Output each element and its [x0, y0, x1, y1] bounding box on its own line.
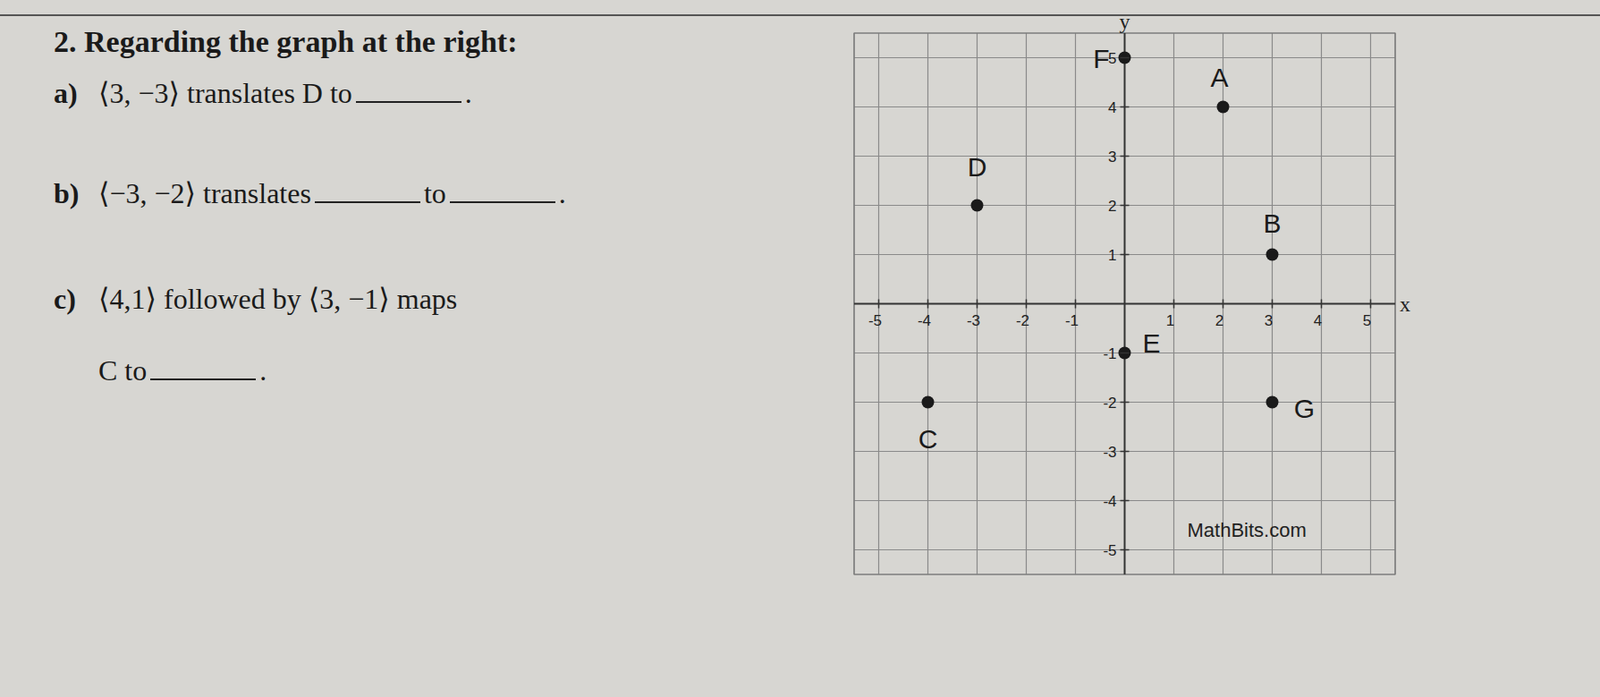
svg-text:4: 4 [1108, 99, 1117, 117]
svg-text:2: 2 [1215, 312, 1224, 330]
svg-text:E: E [1142, 328, 1160, 358]
svg-text:-1: -1 [1065, 312, 1079, 330]
svg-text:y: y [1119, 9, 1131, 34]
svg-text:5: 5 [1108, 50, 1117, 68]
svg-text:-2: -2 [1015, 312, 1030, 330]
svg-text:5: 5 [1362, 312, 1372, 330]
svg-text:1: 1 [1166, 312, 1175, 330]
svg-text:-2: -2 [1102, 394, 1117, 412]
html-text:C to: C to [98, 354, 147, 387]
html-text:2. Regarding the graph at the: 2. Regarding the graph at the right: [53, 25, 518, 59]
svg-text:-3: -3 [966, 312, 981, 330]
html-text:⟨−3, −2⟩ translates: ⟨−3, −2⟩ translates [98, 177, 312, 210]
svg-text:4: 4 [1313, 312, 1322, 330]
svg-text:x: x [1399, 292, 1411, 316]
html-text:⟨3, −3⟩ translates D to: ⟨3, −3⟩ translates D to [98, 76, 353, 110]
html-text:b): b) [53, 177, 80, 210]
svg-text:-3: -3 [1102, 443, 1117, 461]
svg-text:3: 3 [1264, 312, 1273, 330]
html-text:⟨4,1⟩ followed by ⟨3, −1⟩ maps: ⟨4,1⟩ followed by ⟨3, −1⟩ maps [98, 282, 458, 315]
svg-text:-4: -4 [1102, 492, 1117, 510]
svg-text:2: 2 [1108, 197, 1117, 215]
svg-text:F: F [1092, 43, 1109, 74]
html-text:to: to [423, 177, 447, 210]
svg-text:D: D [967, 152, 988, 182]
svg-text:-5: -5 [868, 312, 882, 330]
svg-text:C: C [918, 423, 939, 454]
svg-text:3: 3 [1108, 148, 1117, 166]
html-text:c): c) [53, 282, 76, 315]
svg-text:-1: -1 [1102, 345, 1117, 363]
svg-text:A: A [1210, 62, 1228, 93]
svg-text:G: G [1294, 393, 1315, 424]
svg-text:1: 1 [1108, 246, 1117, 264]
svg-text:-4: -4 [917, 312, 932, 330]
html-text:MathBits.com: MathBits.com [1187, 518, 1307, 542]
svg-text:B: B [1262, 208, 1281, 238]
svg-text:-5: -5 [1102, 541, 1117, 559]
html-text:a): a) [53, 76, 78, 110]
